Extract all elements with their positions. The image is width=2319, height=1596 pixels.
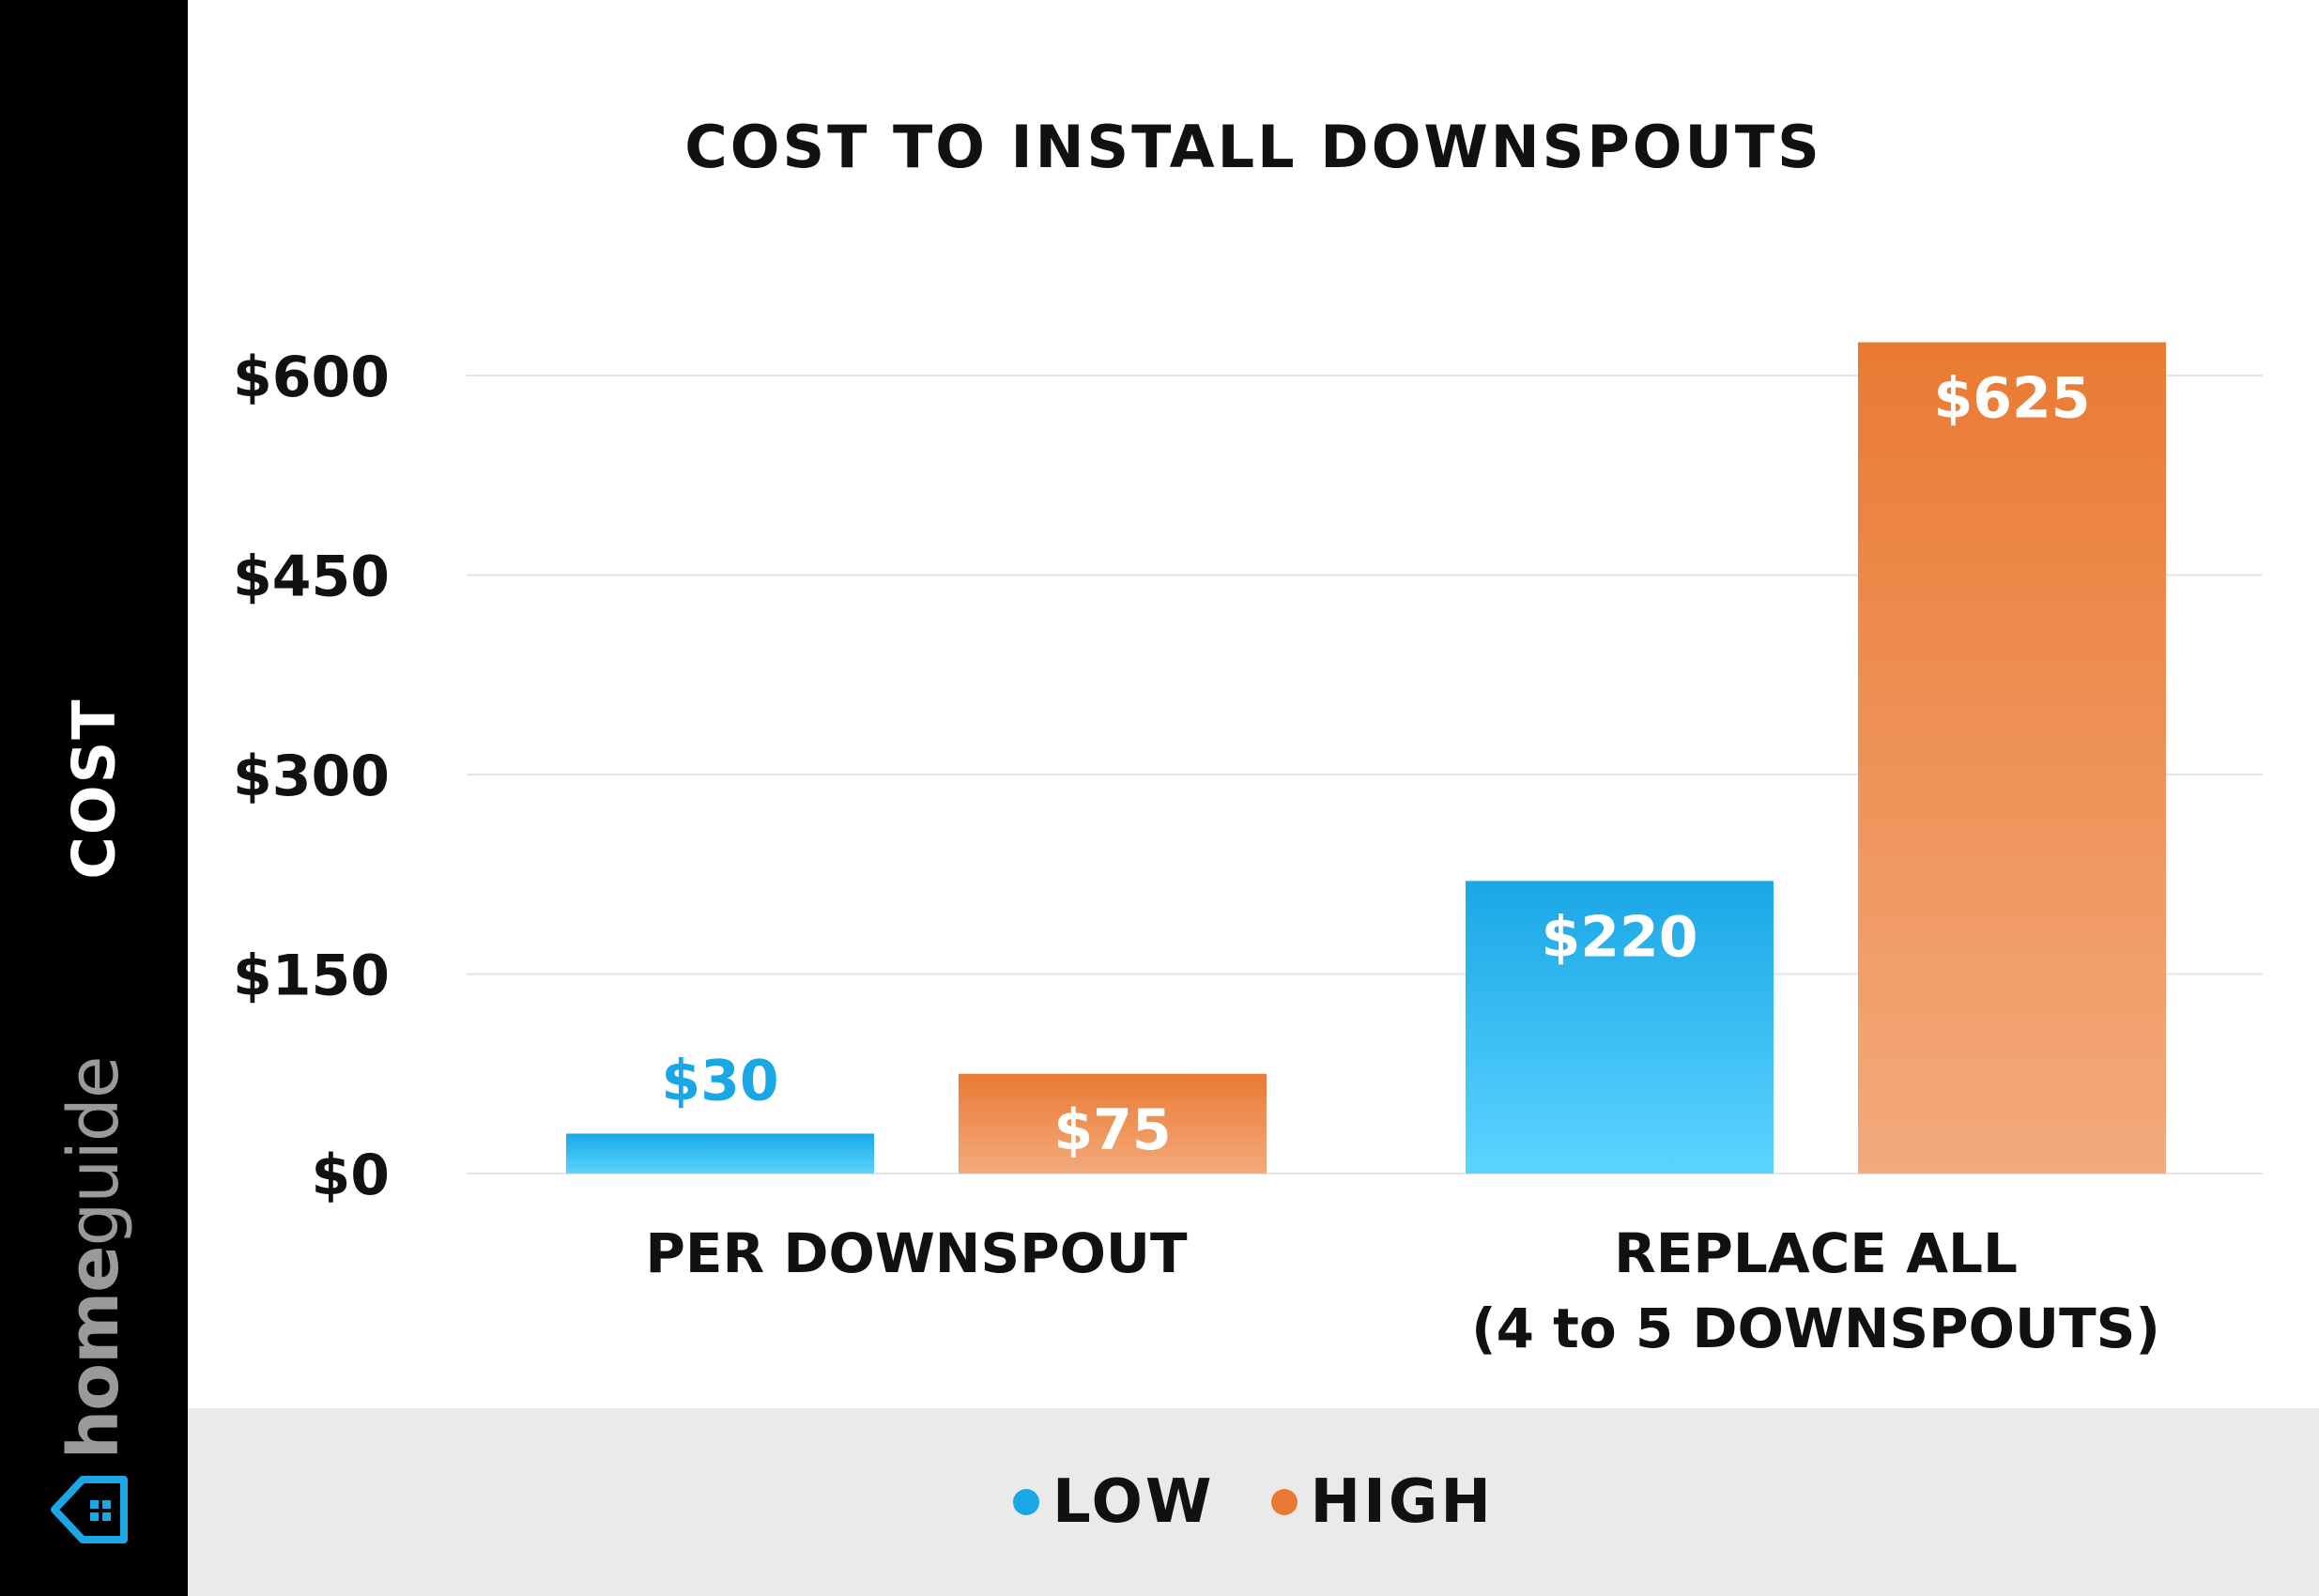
bar-value-label: $75 [1053, 1097, 1171, 1163]
y-tick-label: $150 [233, 944, 390, 1009]
brand-wordmark-guide: guide [54, 1056, 134, 1247]
chart-title: COST TO INSTALL DOWNSPOUTS [684, 113, 1822, 181]
legend-item-high: HIGH [1270, 1467, 1494, 1537]
bars [566, 342, 2166, 1174]
legend-label-low: LOW [1052, 1467, 1215, 1537]
y-tick-label: $300 [233, 744, 390, 809]
brand-wordmark: homeguide [54, 1057, 134, 1460]
bar-high-1 [1858, 342, 2166, 1174]
bar-value-labels: $30 $220 $75 $625 [661, 366, 2090, 1163]
bar-value-label: $625 [1934, 366, 2091, 432]
y-axis-ticks: $0 $150 $300 $450 $600 [233, 345, 390, 1208]
sidebar: COST homeguide [0, 0, 188, 1596]
legend-swatch-low [1013, 1489, 1040, 1515]
bar-value-label: $30 [661, 1049, 778, 1114]
legend: LOW HIGH [188, 1408, 2319, 1596]
x-tick-label: REPLACE ALL [1614, 1221, 2018, 1285]
y-tick-label: $450 [233, 545, 390, 610]
house-icon [51, 1476, 128, 1543]
y-axis-label: COST [59, 698, 129, 880]
legend-label-high: HIGH [1310, 1467, 1494, 1537]
y-tick-label: $0 [312, 1143, 391, 1208]
x-tick-label: PER DOWNSPOUT [645, 1221, 1188, 1285]
chart-area: COST TO INSTALL DOWNSPOUTS $0 $150 $300 $45… [188, 0, 2319, 1596]
bar-low-0 [566, 1133, 874, 1174]
x-axis-categories: PER DOWNSPOUT REPLACE ALL (4 to 5 DOWNSPOU… [645, 1221, 2160, 1360]
legend-item-low: LOW [1013, 1467, 1215, 1537]
bar-low-1 [1466, 881, 1774, 1174]
brand-wordmark-home: home [54, 1246, 134, 1460]
legend-swatch-high [1270, 1489, 1298, 1515]
bar-value-label: $220 [1542, 904, 1698, 970]
y-tick-label: $600 [233, 345, 390, 410]
bar-high-0 [959, 1073, 1267, 1174]
x-tick-label: (4 to 5 DOWNSPOUTS) [1471, 1297, 2160, 1360]
bar-chart: $0 $150 $300 $450 $600 $30 $220 $75 $625 PER DO… [233, 342, 2263, 1360]
